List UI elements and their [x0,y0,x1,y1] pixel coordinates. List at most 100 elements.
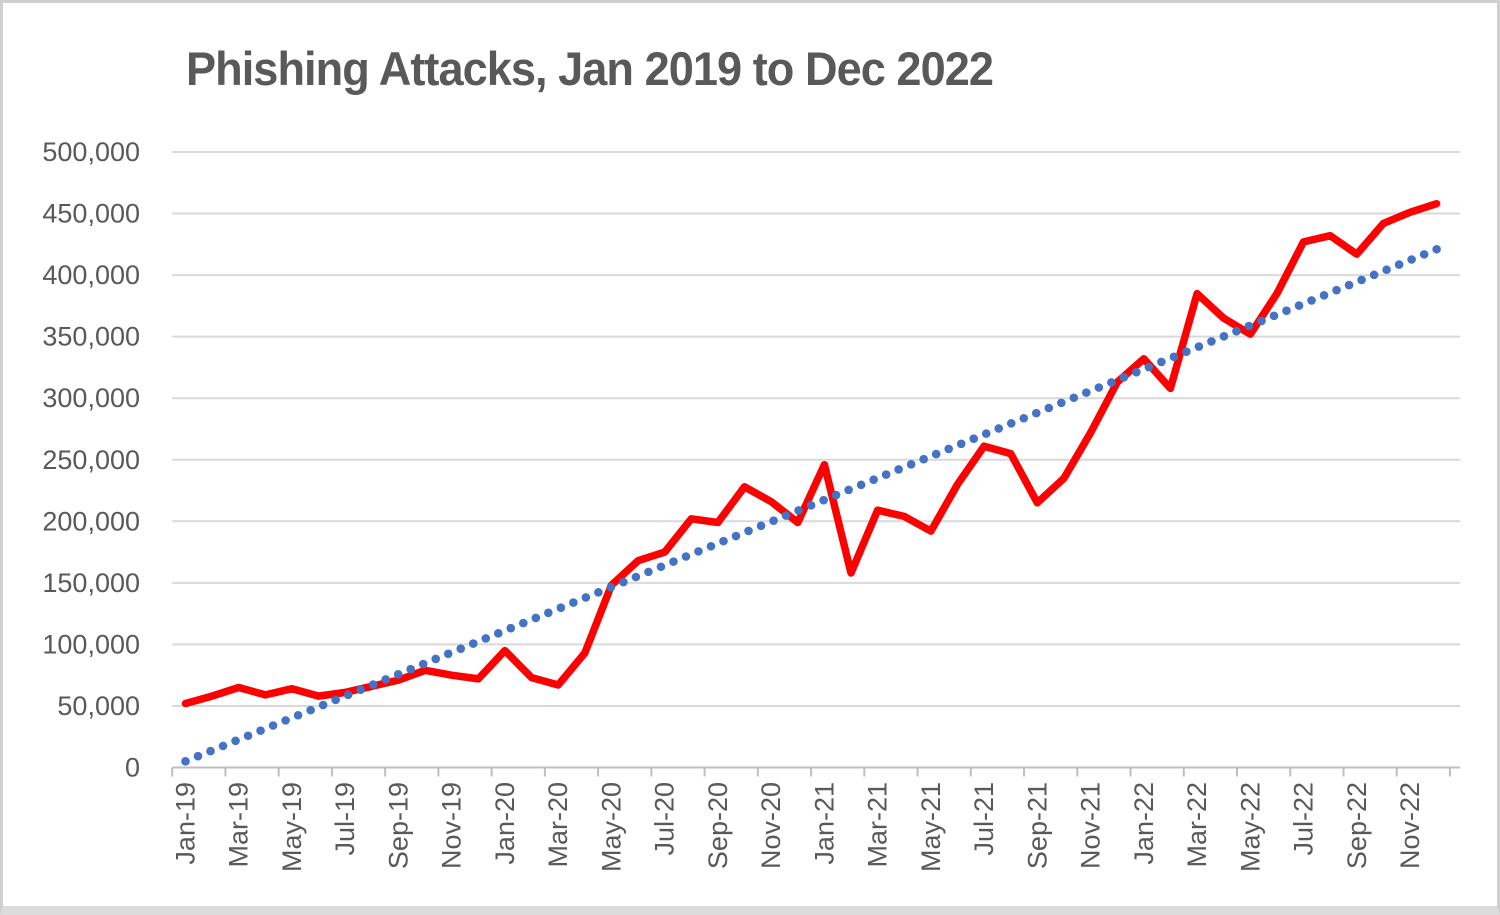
trendline-dot [418,659,428,669]
trendline-dot [1182,347,1191,356]
x-axis-label: May-19 [277,782,307,872]
trendline-dot [644,567,653,577]
trendline-dot [781,511,791,520]
trendline-dot [243,731,253,741]
trendline-dot [731,531,741,541]
trendline-dot [606,582,616,592]
chart-title: Phishing Attacks, Jan 2019 to Dec 2022 [186,42,994,95]
trendline-dot [569,598,578,607]
trendline-dot [1407,255,1416,264]
trendline-dot [794,506,803,515]
trendline-dot [869,475,878,484]
trendline-dot [994,424,1004,433]
trendline-dot [393,669,403,679]
trendline-dot [519,618,528,628]
x-axis-label: May-22 [1235,782,1265,872]
trendline-dot [268,721,278,730]
trendline-dot [656,562,666,572]
trendline-dot [1244,321,1254,331]
trendline-dot [906,460,916,469]
trendline-dot [231,736,240,746]
trendline-dot [181,757,190,766]
trendline-dot [431,654,441,664]
trendline-dot [1107,378,1116,387]
x-axis-label: Jan-22 [1129,782,1159,865]
trendline-dot [744,526,753,536]
trendline-dot [293,710,303,720]
phishing-attacks-chart: 0 50,000 100,000 150,000 200,000 250,000 300,0… [42,137,1461,872]
trendline-dot [506,623,516,633]
x-axis-label: Nov-22 [1395,782,1425,869]
x-axis-label: Jul-19 [330,782,360,856]
y-axis-label: 400,000 [42,260,140,290]
y-axis-label: 500,000 [42,137,140,167]
x-axis-label: Nov-20 [756,782,786,869]
trendline-dot [1382,265,1391,275]
trendline-dot [1219,332,1229,341]
trendline-dot [343,690,353,700]
trendline-dot [443,649,453,659]
trendline-dot [1357,275,1366,285]
trendline-dot [844,485,853,495]
trendline-dot [894,465,903,474]
trendline-dot [1319,291,1329,300]
trendline-dot [881,470,891,479]
trendline-dot [594,588,603,597]
trendline-dot [1294,301,1304,310]
trendline-dot [206,746,215,756]
y-axis-label: 450,000 [42,199,140,229]
x-axis-label: Mar-19 [224,782,254,868]
x-axis-label: Jul-20 [650,782,680,856]
y-axis-label: 350,000 [42,322,140,352]
trendline-dot [769,516,778,525]
trendline-dot [1157,357,1166,367]
x-axis-label: Sep-21 [1022,782,1052,869]
trendline-dot [1119,372,1129,382]
trendline-dot [1394,260,1404,269]
trendline-dot [1056,398,1066,408]
x-axis-label: Nov-21 [1076,782,1106,869]
trendline-dot [531,613,541,623]
trendline-dot [1169,352,1179,362]
x-axis-label: Jul-21 [969,782,999,856]
trendline-dot [969,434,979,444]
trendline-dot [468,639,478,648]
trendline-dot [306,705,315,715]
trendline-dot [1132,367,1141,377]
trendline-dot [931,449,941,459]
trendline-dot [356,685,365,694]
trendline-dot [681,552,691,561]
trendline-dot [819,495,828,505]
x-axis-label: Mar-21 [863,782,893,868]
x-axis-label: Sep-20 [703,782,733,869]
trendline-dot [281,716,290,725]
trendline-dot [831,490,841,500]
trendline-dot [406,664,416,674]
trendline-dot [481,634,491,643]
trendline-dot [706,541,716,551]
x-axis-label: Jan-20 [490,782,520,865]
trendline-dot [1282,306,1291,316]
trendline-dot [944,444,953,454]
trendline-dot [719,536,728,546]
trendline-dot [1269,311,1279,321]
x-axis-label: Nov-19 [437,782,467,869]
x-axis-label: Sep-22 [1342,782,1372,869]
trendline-dot [806,500,816,510]
trendline-dot [218,741,228,751]
trendline-dot [331,695,340,705]
y-axis-label: 250,000 [42,445,140,475]
trendline-dot [1257,316,1266,326]
y-axis-label: 300,000 [42,383,140,413]
trendline-dot [1207,337,1216,346]
x-axis-label: Jan-19 [171,782,201,865]
x-axis-label: Jan-21 [809,782,839,865]
trendline-dot [456,644,466,653]
trendline-dot [981,429,991,438]
trendline-dot [193,751,203,761]
trendline-dot [1044,403,1054,413]
x-axis-label: Mar-22 [1182,782,1212,868]
trendline-dot [956,439,966,449]
trendline-dot [581,593,591,602]
